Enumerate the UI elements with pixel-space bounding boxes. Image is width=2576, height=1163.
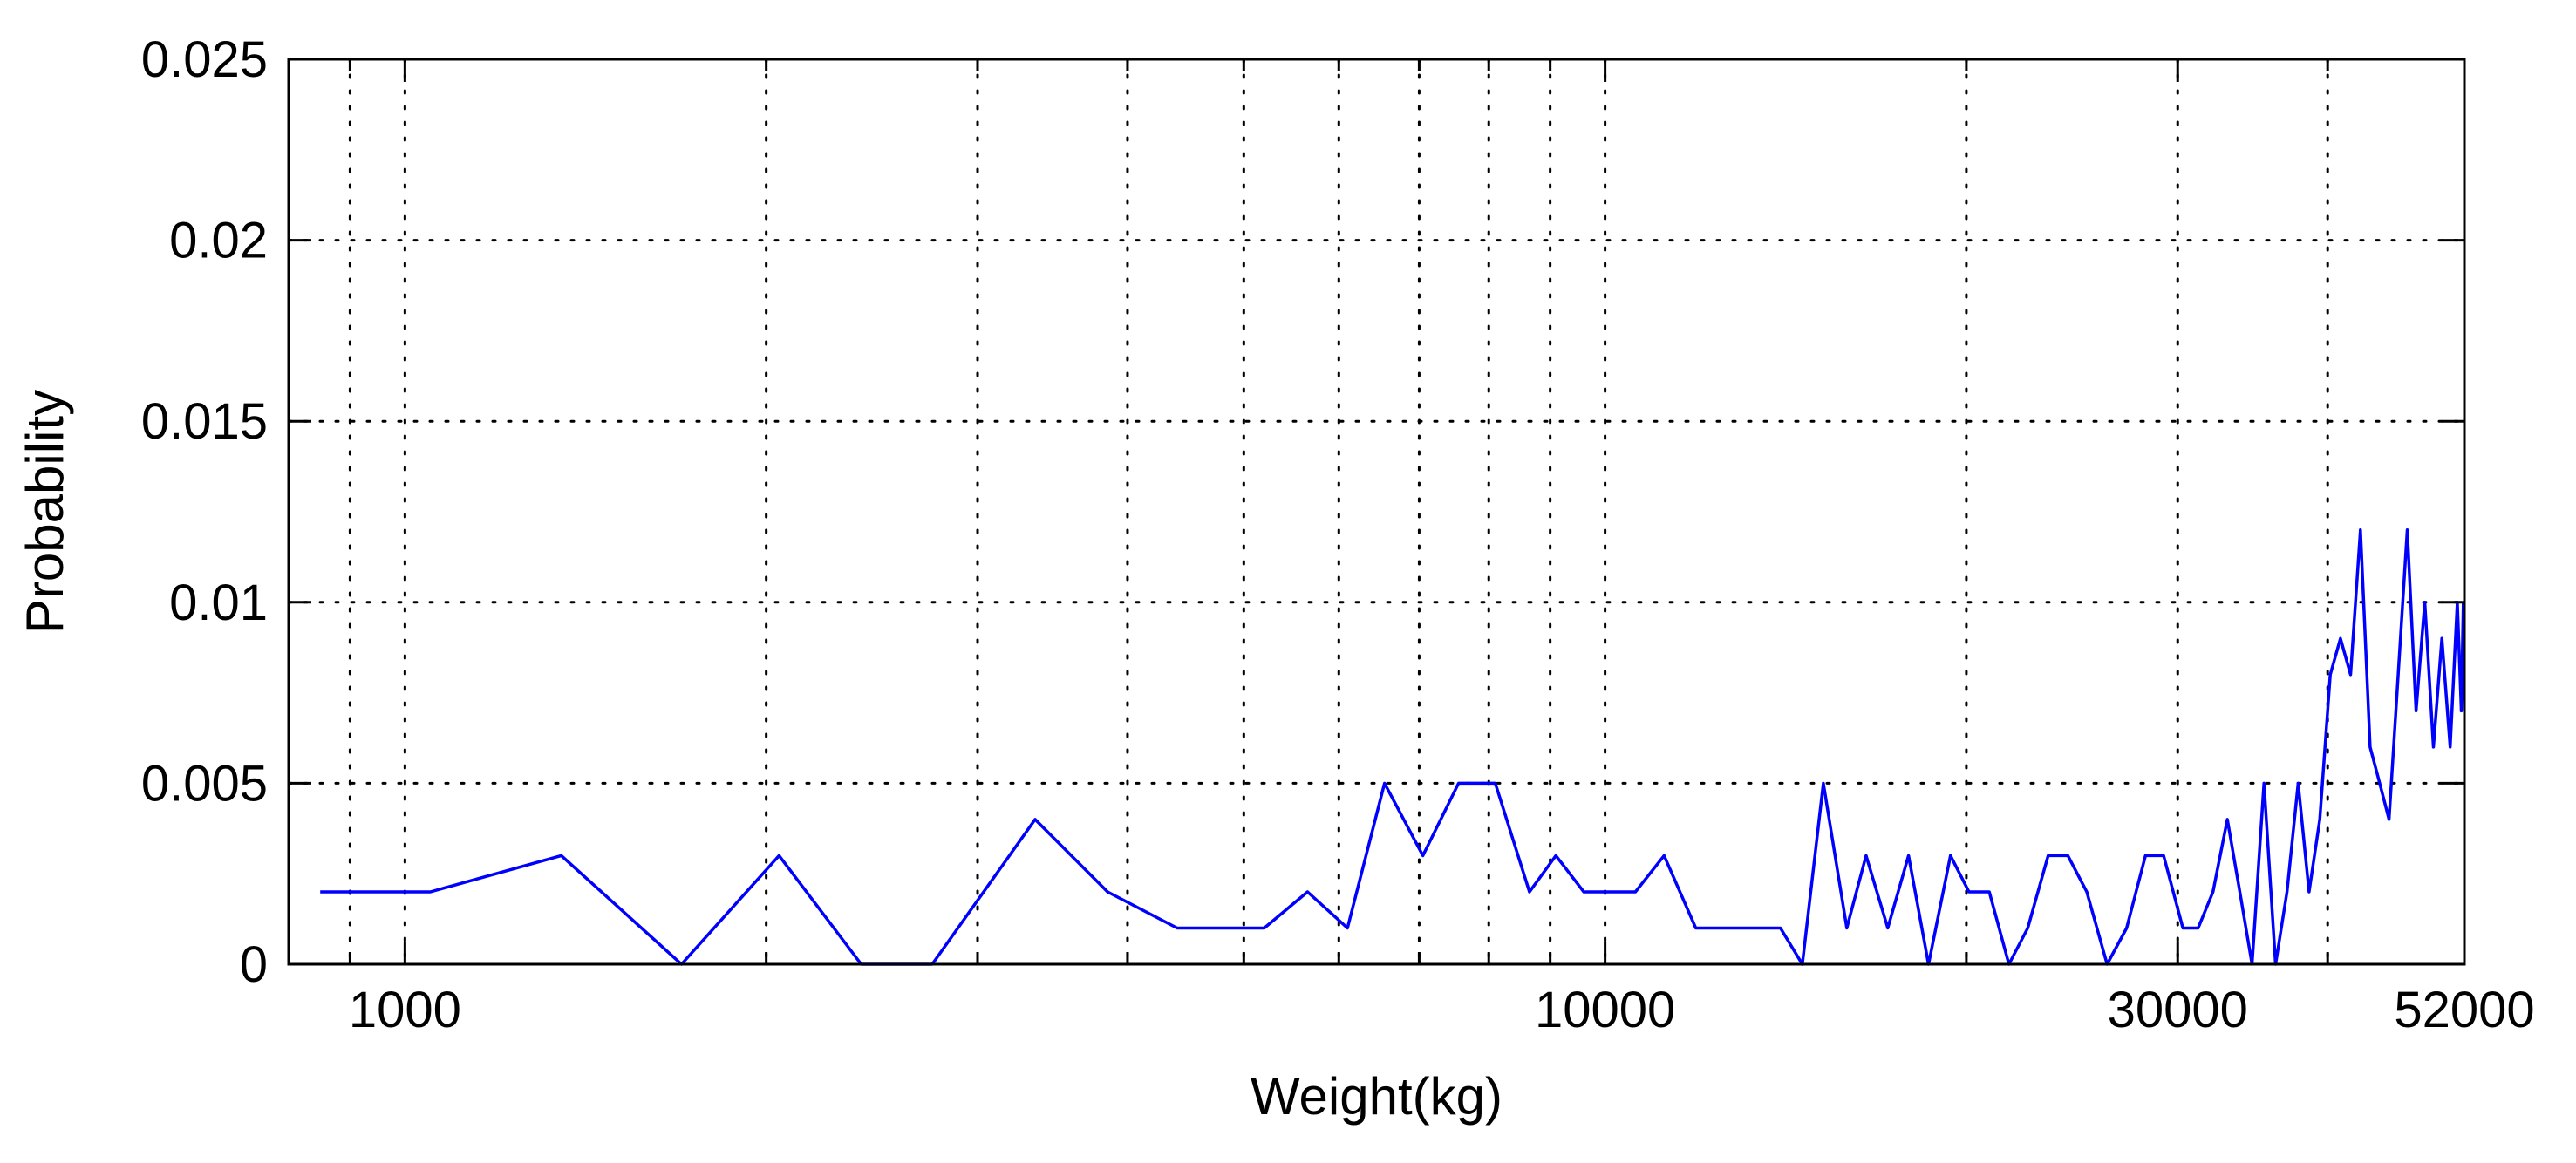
tick-labels: 1000 10000 30000 52000 0 0.005 0.01 0.015 0.02 0.… (141, 31, 2535, 1038)
series-group (320, 528, 2465, 966)
x-axis-label: Weight(kg) (1251, 1067, 1503, 1126)
x-tick-label: 30000 (2108, 982, 2248, 1038)
series-line (320, 528, 2465, 966)
y-axis-label: Probability (16, 390, 74, 634)
y-tick-label: 0.01 (169, 575, 268, 631)
x-tick-label: 10000 (1535, 982, 1675, 1038)
y-tick-label: 0 (240, 936, 268, 993)
y-tick-label: 0.02 (169, 213, 268, 269)
x-tick-label: 1000 (349, 982, 461, 1038)
plot-frame (287, 58, 2466, 966)
grid (287, 58, 2466, 966)
y-tick-label: 0.015 (141, 393, 268, 450)
x-tick-label: 52000 (2394, 982, 2534, 1038)
y-tick-label: 0.005 (141, 755, 268, 812)
axis-ticks (289, 58, 2466, 966)
y-tick-label: 0.025 (141, 31, 268, 88)
